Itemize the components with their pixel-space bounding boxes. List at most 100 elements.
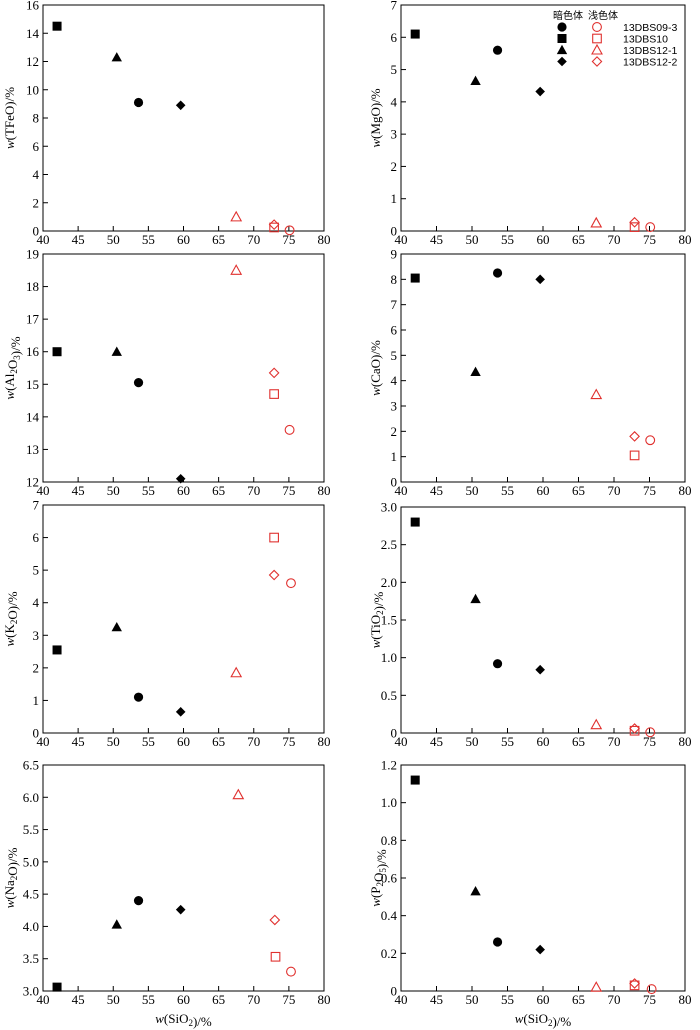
legend-marker-diamond-dark xyxy=(557,56,567,67)
data-point-circle-dark xyxy=(133,692,144,702)
y-tick-label: 0.6 xyxy=(381,871,398,886)
x-tick-label: 40 xyxy=(37,232,50,247)
y-tick-label: 1.2 xyxy=(381,758,397,773)
x-tick-label: 80 xyxy=(318,232,331,247)
data-point-triangle-dark xyxy=(470,593,481,604)
x-tick-label: 65 xyxy=(212,734,225,749)
data-point-square-dark xyxy=(52,982,62,992)
x-tick-label: 80 xyxy=(679,992,692,1007)
data-point-circle-dark xyxy=(492,937,503,947)
x-tick-label: 50 xyxy=(107,992,120,1007)
legend-marker-diamond-light xyxy=(591,56,603,67)
x-tick-label: 40 xyxy=(37,483,50,498)
y-tick-label: 0.5 xyxy=(381,688,397,703)
data-point-square-light xyxy=(629,222,640,232)
x-tick-label: 45 xyxy=(430,734,443,749)
y-tick-label: 8 xyxy=(33,111,40,126)
chart-panel-tio2: 40 45 50 55 60 65 70 75 80 0 0.5 1.0 1.5 2.0 2.5 3.0 w(T… xyxy=(368,500,692,750)
x-tick-label: 55 xyxy=(501,232,514,247)
x-tick-label: 65 xyxy=(572,992,585,1007)
x-tick-label: 40 xyxy=(37,992,50,1007)
data-point-square-dark xyxy=(52,645,62,655)
x-tick-label: 55 xyxy=(142,992,155,1007)
y-tick-label: 0.8 xyxy=(381,833,397,848)
legend-marker-triangle-dark xyxy=(556,44,568,55)
data-point-circle-light xyxy=(645,435,656,446)
y-tick-label: 1.5 xyxy=(381,613,397,628)
data-point-diamond-dark xyxy=(175,100,186,111)
data-point-triangle-light xyxy=(590,718,603,730)
x-tick-label: 60 xyxy=(177,734,190,749)
legend-marker-square-light xyxy=(592,33,602,44)
x-tick-label: 60 xyxy=(537,734,550,749)
y-tick-label: 1.0 xyxy=(381,650,397,665)
x-tick-label: 55 xyxy=(501,992,514,1007)
y-tick-label: 16 xyxy=(26,344,40,359)
x-tick-label: 75 xyxy=(282,483,295,498)
x-tick-label: 70 xyxy=(247,734,260,749)
data-point-diamond-dark xyxy=(535,274,545,285)
y-tick-label: 3 xyxy=(33,628,40,643)
x-tick-label: 60 xyxy=(177,483,190,498)
y-tick-label: 16 xyxy=(26,0,40,13)
data-point-diamond-dark xyxy=(175,707,186,717)
x-tick-label: 50 xyxy=(107,734,120,749)
x-tick-label: 65 xyxy=(212,232,225,247)
x-tick-label: 40 xyxy=(395,992,408,1007)
x-axis-label: w(SiO2)/% xyxy=(515,1011,572,1029)
data-point-triangle-dark xyxy=(111,621,122,632)
y-tick-label: 5.0 xyxy=(23,854,39,869)
y-tick-label: 1.0 xyxy=(381,795,397,810)
data-point-circle-dark xyxy=(492,268,503,278)
y-tick-label: 0 xyxy=(33,726,40,741)
data-point-diamond-light xyxy=(629,978,640,989)
data-point-diamond-light xyxy=(269,914,281,926)
legend-entry-label: 13DBS12-2 xyxy=(623,57,677,69)
legend: 暗色体 浅色体 13DBS09-313DBS1013DBS12-113DBS12… xyxy=(553,9,677,69)
data-point-diamond-dark xyxy=(175,904,186,915)
x-tick-label: 40 xyxy=(395,734,408,749)
data-point-triangle-dark xyxy=(470,366,481,376)
data-point-triangle-dark xyxy=(470,885,481,896)
x-tick-label: 70 xyxy=(247,992,260,1007)
x-tick-label: 75 xyxy=(643,483,656,498)
legend-entry-label: 13DBS12-1 xyxy=(623,45,677,57)
plot-frame xyxy=(400,506,686,734)
x-tick-label: 50 xyxy=(107,483,120,498)
data-point-triangle-dark xyxy=(111,52,122,62)
y-tick-label: 0 xyxy=(391,726,398,741)
y-tick-label: 14 xyxy=(26,409,40,424)
y-tick-label: 4 xyxy=(33,595,40,610)
y-tick-label: 0.4 xyxy=(381,908,398,923)
y-axis-label: w(Na2O)/% xyxy=(2,847,20,908)
x-axis-label: w(SiO2)/% xyxy=(155,1011,212,1029)
x-tick-label: 50 xyxy=(466,992,479,1007)
x-tick-label: 45 xyxy=(72,483,85,498)
x-tick-label: 55 xyxy=(501,483,514,498)
y-tick-label: 19 xyxy=(26,247,39,262)
data-point-square-light xyxy=(629,450,640,461)
y-tick-label: 3.0 xyxy=(23,984,39,999)
x-tick-label: 60 xyxy=(537,992,550,1007)
plot-frame xyxy=(42,4,325,232)
x-tick-label: 75 xyxy=(282,232,295,247)
data-point-circle-dark xyxy=(133,896,144,906)
y-tick-label: 7 xyxy=(391,297,398,312)
y-tick-label: 6 xyxy=(33,139,40,154)
x-tick-label: 80 xyxy=(679,483,692,498)
x-tick-label: 75 xyxy=(282,734,295,749)
data-point-triangle-light xyxy=(230,666,243,678)
y-axis-label: w(K2O)/% xyxy=(2,591,20,646)
y-tick-label: 6 xyxy=(391,30,398,45)
y-tick-label: 4.5 xyxy=(23,887,39,902)
legend-marker-triangle-light xyxy=(591,43,603,55)
data-point-circle-dark xyxy=(133,378,144,388)
data-point-triangle-dark xyxy=(111,919,122,929)
x-tick-label: 40 xyxy=(395,232,408,247)
legend-marker-circle-light xyxy=(592,22,602,32)
data-point-triangle-dark xyxy=(111,346,122,356)
y-tick-label: 6.0 xyxy=(23,790,39,805)
y-tick-label: 4.0 xyxy=(23,919,39,934)
